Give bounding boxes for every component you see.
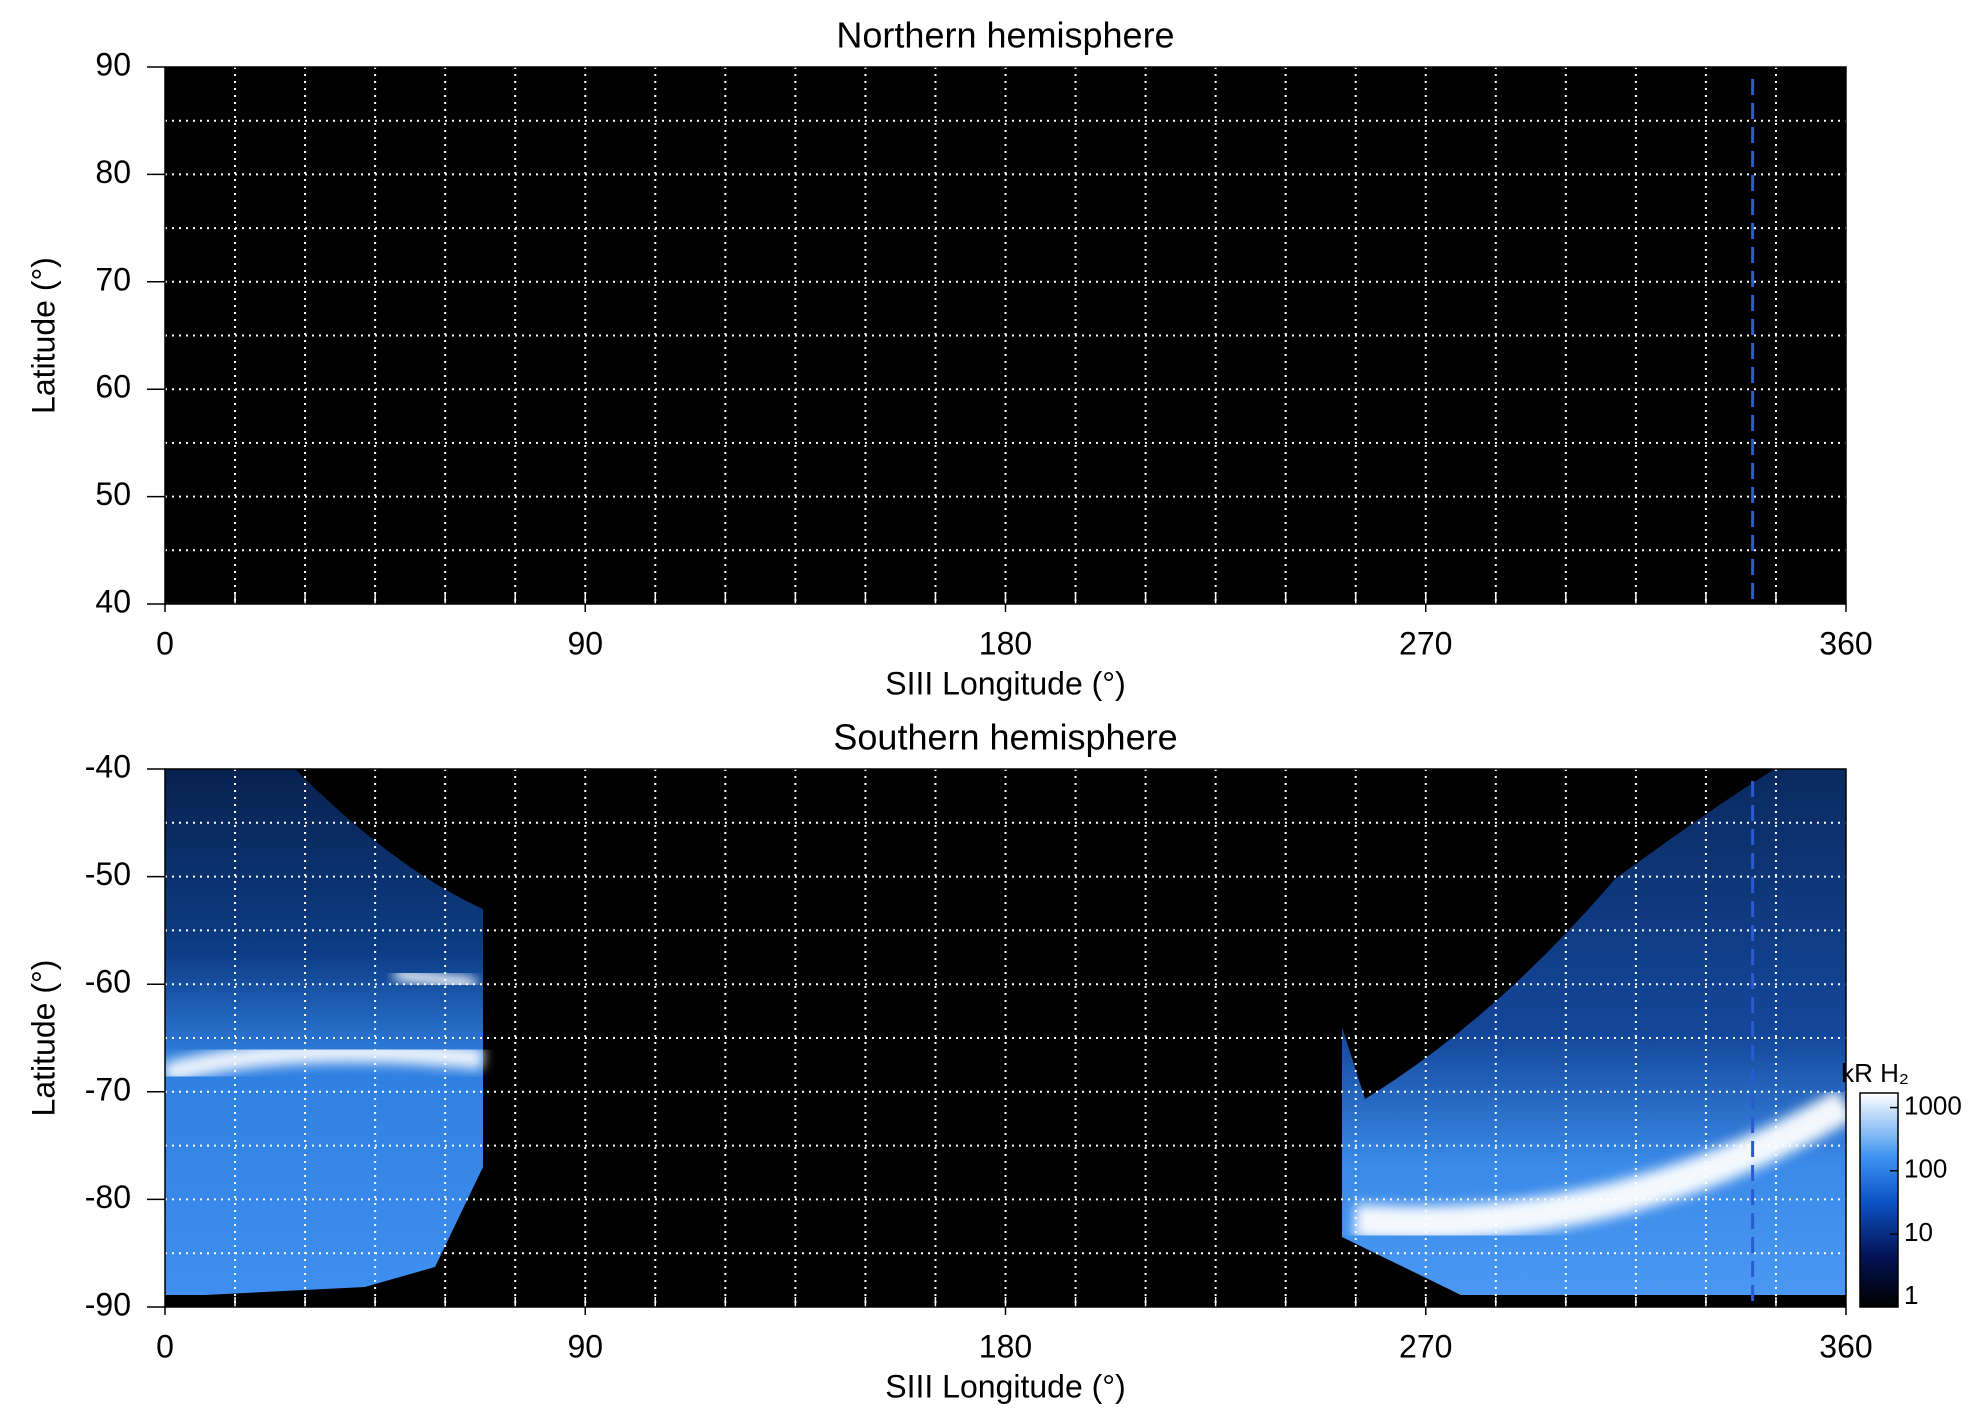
- y-tick-label: -80: [85, 1179, 131, 1215]
- y-tick-label: -60: [85, 964, 131, 1000]
- y-tick-label: 60: [95, 369, 131, 405]
- x-axis-title: SIII Longitude (°): [885, 665, 1125, 701]
- colorbar-label: kR H₂: [1841, 1058, 1909, 1088]
- y-axis-title: Latitude (°): [25, 960, 61, 1117]
- colorbar: [1859, 1092, 1899, 1308]
- y-tick-label: 90: [95, 46, 131, 82]
- x-tick-label: 180: [979, 1328, 1032, 1364]
- emission-right-band: [1353, 1089, 1855, 1241]
- x-tick-label: 270: [1399, 625, 1452, 661]
- y-tick-label: 50: [95, 476, 131, 512]
- y-tick-label: -70: [85, 1071, 131, 1107]
- x-tick-label: 90: [567, 625, 603, 661]
- x-tick-label: 360: [1819, 625, 1872, 661]
- x-tick-label: 90: [567, 1328, 603, 1364]
- y-tick-label: -90: [85, 1286, 131, 1322]
- x-axis-title: SIII Longitude (°): [885, 1368, 1125, 1404]
- y-tick-label: -50: [85, 856, 131, 892]
- y-axis-title: Latitude (°): [25, 257, 61, 414]
- x-tick-label: 180: [979, 625, 1032, 661]
- chart-title: Southern hemisphere: [833, 717, 1177, 758]
- emission-left-spot: [394, 968, 476, 990]
- x-tick-label: 0: [156, 625, 174, 661]
- y-tick-label: 40: [95, 583, 131, 619]
- colorbar-tick-label: 10: [1904, 1217, 1933, 1247]
- colorbar-tick-label: 1: [1904, 1280, 1918, 1310]
- y-tick-label: 80: [95, 154, 131, 190]
- emission-left-band: [161, 1040, 485, 1085]
- x-tick-label: 270: [1399, 1328, 1452, 1364]
- emission-left: [165, 769, 483, 1297]
- y-tick-label: -40: [85, 748, 131, 784]
- x-tick-label: 360: [1819, 1328, 1872, 1364]
- colorbar-tick-label: 1000: [1904, 1090, 1962, 1120]
- colorbar-tick-label: 100: [1904, 1154, 1947, 1184]
- x-tick-label: 0: [156, 1328, 174, 1364]
- y-tick-label: 70: [95, 261, 131, 297]
- chart-title: Northern hemisphere: [836, 15, 1174, 56]
